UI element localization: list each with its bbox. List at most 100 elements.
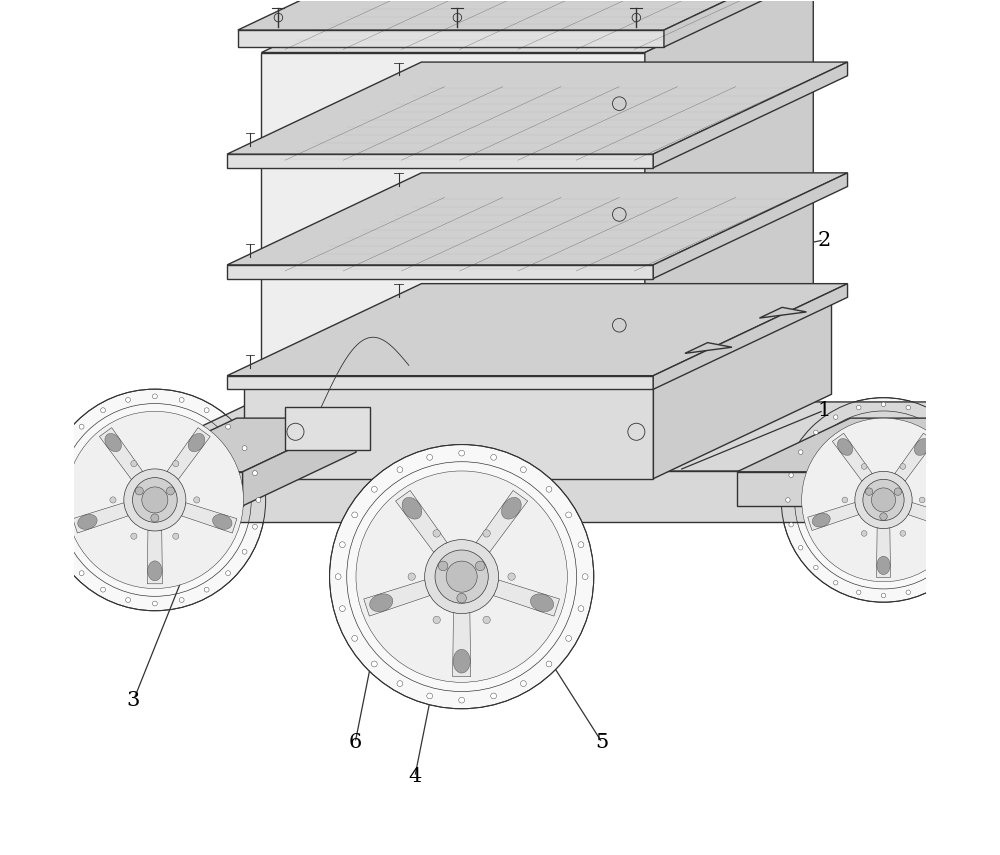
Polygon shape [244, 292, 832, 376]
Circle shape [475, 561, 485, 571]
Polygon shape [227, 154, 653, 168]
Polygon shape [261, 163, 645, 266]
Ellipse shape [937, 513, 955, 527]
Circle shape [173, 534, 179, 540]
Circle shape [974, 522, 978, 527]
Ellipse shape [148, 561, 162, 581]
Circle shape [900, 531, 906, 536]
Circle shape [152, 601, 157, 606]
Circle shape [929, 415, 934, 420]
Circle shape [330, 445, 594, 709]
Circle shape [857, 405, 861, 410]
Polygon shape [227, 375, 653, 389]
Circle shape [63, 445, 68, 451]
Polygon shape [653, 292, 832, 479]
Polygon shape [167, 428, 210, 480]
Polygon shape [653, 62, 848, 168]
Polygon shape [261, 194, 813, 274]
Circle shape [814, 430, 818, 434]
Circle shape [508, 573, 515, 581]
Circle shape [66, 411, 243, 588]
Circle shape [110, 497, 116, 503]
Polygon shape [261, 274, 645, 376]
Circle shape [833, 415, 838, 420]
Polygon shape [123, 418, 356, 472]
Ellipse shape [370, 594, 393, 611]
Circle shape [483, 616, 490, 623]
Polygon shape [107, 471, 857, 522]
Circle shape [179, 398, 184, 403]
Circle shape [566, 512, 572, 518]
Circle shape [964, 545, 969, 550]
Circle shape [520, 681, 526, 687]
Circle shape [252, 471, 257, 475]
Polygon shape [759, 307, 806, 318]
Polygon shape [895, 433, 935, 481]
Circle shape [339, 542, 345, 547]
Polygon shape [147, 530, 162, 584]
Circle shape [371, 486, 377, 492]
Circle shape [789, 522, 793, 527]
Ellipse shape [501, 498, 521, 519]
Polygon shape [238, 30, 664, 47]
Ellipse shape [453, 649, 470, 673]
Circle shape [131, 461, 137, 467]
Circle shape [974, 473, 978, 477]
Circle shape [880, 513, 887, 521]
Circle shape [566, 635, 572, 641]
Circle shape [397, 681, 403, 687]
Circle shape [352, 512, 358, 518]
Circle shape [131, 534, 137, 540]
Circle shape [433, 530, 440, 537]
Text: 2: 2 [817, 231, 830, 250]
Circle shape [578, 542, 584, 547]
Ellipse shape [188, 433, 205, 451]
Text: 6: 6 [348, 734, 362, 752]
Polygon shape [227, 173, 848, 265]
Ellipse shape [402, 498, 422, 519]
Polygon shape [227, 265, 653, 279]
Circle shape [906, 405, 910, 410]
Polygon shape [873, 418, 987, 506]
Polygon shape [808, 503, 859, 530]
Circle shape [194, 497, 200, 503]
Circle shape [861, 463, 867, 469]
Circle shape [977, 498, 981, 502]
Circle shape [242, 445, 247, 451]
Circle shape [435, 550, 488, 604]
Circle shape [179, 598, 184, 603]
Ellipse shape [530, 594, 554, 611]
Circle shape [256, 498, 261, 503]
Circle shape [126, 398, 130, 403]
Polygon shape [396, 491, 447, 552]
Circle shape [242, 549, 247, 554]
Circle shape [833, 581, 838, 585]
Circle shape [900, 463, 906, 469]
Ellipse shape [914, 439, 930, 456]
Polygon shape [653, 173, 848, 279]
Circle shape [133, 478, 177, 522]
Circle shape [204, 587, 209, 592]
Circle shape [865, 488, 873, 495]
Circle shape [949, 430, 953, 434]
Circle shape [101, 408, 105, 413]
Circle shape [427, 693, 433, 699]
Ellipse shape [837, 439, 853, 456]
Polygon shape [181, 503, 237, 533]
Circle shape [252, 524, 257, 529]
Circle shape [356, 471, 567, 682]
Text: 4: 4 [408, 768, 421, 787]
Polygon shape [123, 472, 243, 506]
Circle shape [781, 398, 986, 602]
Circle shape [786, 498, 790, 502]
Circle shape [459, 451, 465, 456]
Circle shape [814, 565, 818, 569]
Circle shape [63, 549, 68, 554]
Polygon shape [238, 0, 845, 30]
Circle shape [446, 561, 477, 593]
Circle shape [881, 402, 886, 407]
Circle shape [425, 540, 499, 614]
Circle shape [352, 635, 358, 641]
Circle shape [371, 661, 377, 667]
Polygon shape [685, 343, 732, 353]
